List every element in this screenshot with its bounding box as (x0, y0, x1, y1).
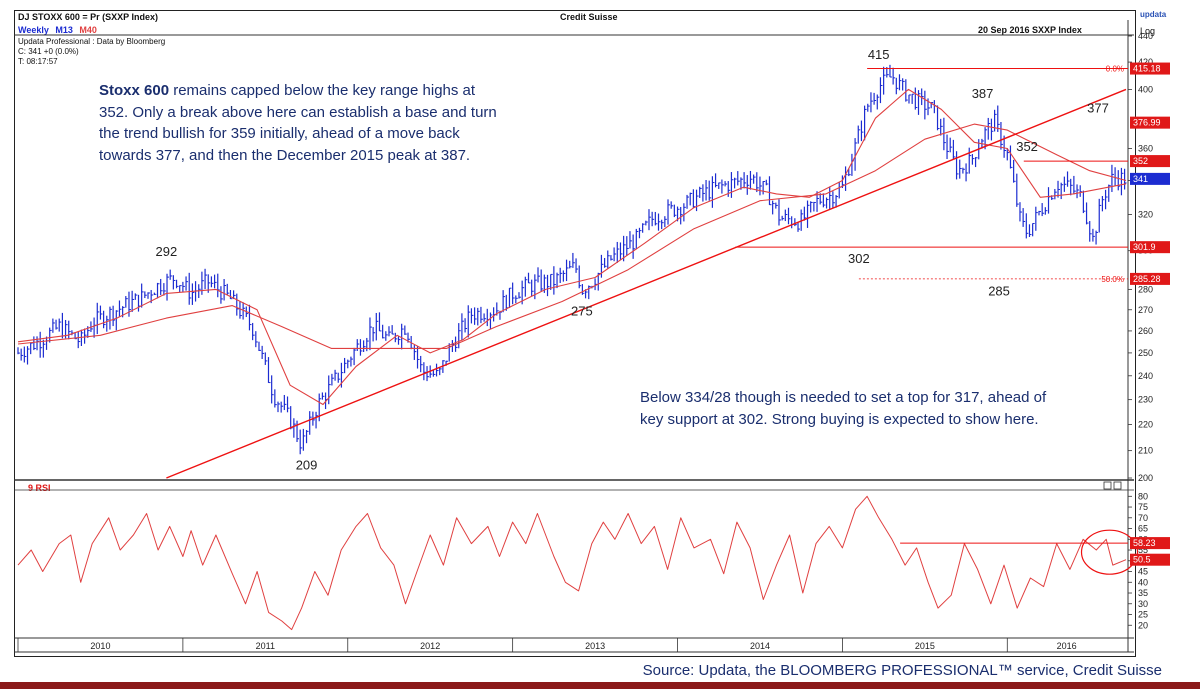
rsi-axis-tick-label: 45 (1138, 567, 1148, 577)
price-axis-tick-label: 440 (1138, 31, 1153, 41)
close-readout: C: 341 +0 (0.0%) (18, 47, 79, 56)
price-level-label: 292 (156, 244, 178, 259)
log-label: Log (1140, 26, 1156, 36)
price-value-label-box (1130, 62, 1170, 75)
annotation-top-bold: Stoxx 600 (99, 82, 170, 99)
price-value-label-text: 352 (1133, 156, 1148, 166)
ma13-line (17, 88, 1127, 406)
annotation-top-text: remains capped below the key range highs… (99, 82, 497, 164)
price-axis-tick-label: 210 (1138, 446, 1153, 456)
time-axis-label: 2016 (1057, 641, 1077, 651)
price-axis-tick-label: 230 (1138, 395, 1153, 405)
price-axis-tick-label: 270 (1138, 305, 1153, 315)
rsi-restore-icon (1103, 481, 1112, 490)
provider-label: Updata Professional : Data by Bloomberg (18, 37, 166, 46)
price-axis-tick-label: 250 (1138, 348, 1153, 358)
price-value-label-box (1130, 116, 1170, 129)
time-readout: T: 08:17:57 (18, 57, 58, 66)
price-axis-tick-label: 220 (1138, 420, 1153, 430)
price-value-label-box (1130, 172, 1170, 185)
footer-bar (0, 682, 1200, 689)
price-axis-tick-label: 360 (1138, 143, 1153, 153)
fib-label: 50.0% (1101, 275, 1124, 284)
rsi-axis-tick-label: 75 (1138, 502, 1148, 512)
price-level-label: 209 (296, 457, 318, 472)
rsi-value-label-box (1130, 553, 1170, 566)
price-level-label: 352 (1016, 139, 1038, 154)
rsi-line (17, 495, 1127, 631)
rsi-close-icon (1113, 481, 1122, 490)
fib-label: 0.0% (1106, 65, 1124, 74)
price-level-label: 387 (972, 86, 994, 101)
price-value-label-text: 341 (1133, 174, 1148, 184)
time-axis-label: 2015 (915, 641, 935, 651)
price-level-label: 302 (848, 251, 870, 266)
price-value-label-box (1130, 241, 1170, 254)
price-level-label: 377 (1087, 101, 1109, 116)
rsi-axis-tick-label: 55 (1138, 545, 1148, 555)
rsi-axis-tick-label: 20 (1138, 620, 1148, 630)
source-note: Source: Updata, the BLOOMBERG PROFESSION… (642, 662, 1162, 679)
trendline (166, 88, 1127, 479)
rsi-axis-tick-label: 25 (1138, 610, 1148, 620)
price-axis-tick-label: 280 (1138, 284, 1153, 294)
price-axis-tick-label: 420 (1138, 57, 1153, 67)
time-axis-label: 2011 (256, 641, 275, 651)
price-axis-tick-label: 320 (1138, 210, 1153, 220)
time-axis-label: 2010 (90, 641, 110, 651)
price-value-label-text: 285.28 (1133, 274, 1161, 284)
rsi-axis-tick-label: 65 (1138, 524, 1148, 534)
price-axis-tick-label: 200 (1138, 473, 1153, 483)
price-axis-tick-label: 240 (1138, 371, 1153, 381)
rsi-axis-tick-label: 80 (1138, 491, 1148, 501)
price-value-label-box (1130, 155, 1170, 168)
rsi-highlight-circle (1080, 529, 1139, 575)
price-level-label: 415 (868, 47, 890, 62)
price-level-label: 275 (571, 303, 593, 318)
ma40-line (17, 123, 1127, 349)
price-value-label-text: 376.99 (1133, 118, 1161, 128)
price-value-label-text: 301.9 (1133, 242, 1156, 252)
rsi-value-label-box (1130, 537, 1170, 550)
weekly-label: Weekly (18, 25, 49, 35)
rsi-axis-tick-label: 30 (1138, 599, 1148, 609)
rsi-value-label-text: 50.5 (1133, 555, 1151, 565)
time-axis-label: 2012 (420, 641, 440, 651)
price-axis-tick-label: 400 (1138, 84, 1153, 94)
publisher-title: Credit Suisse (560, 12, 618, 22)
price-value-label-box (1130, 272, 1170, 285)
date-label: 20 Sep 2016 SXXP Index (978, 25, 1082, 35)
rsi-axis-tick-label: 70 (1138, 513, 1148, 523)
annotation-bottom: Below 334/28 though is needed to set a t… (640, 389, 1047, 428)
m40-label: M40 (79, 25, 97, 35)
price-axis-tick-label: 260 (1138, 326, 1153, 336)
rsi-title: 9 RSI (28, 483, 51, 493)
time-axis-label: 2013 (585, 641, 605, 651)
updata-logo: updata (1140, 10, 1167, 19)
price-value-label-text: 415.18 (1133, 64, 1161, 74)
rsi-value-label-text: 58.23 (1133, 538, 1156, 548)
m13-label: M13 (55, 25, 73, 35)
rsi-axis-tick-label: 35 (1138, 588, 1148, 598)
annotation-top: Stoxx 600 remains capped below the key r… (99, 80, 499, 166)
time-axis-label: 2014 (750, 641, 770, 651)
instrument-title: DJ STOXX 600 = Pr (SXXP Index) (18, 12, 158, 22)
rsi-axis-tick-label: 40 (1138, 577, 1148, 587)
price-level-label: 285 (988, 283, 1010, 298)
